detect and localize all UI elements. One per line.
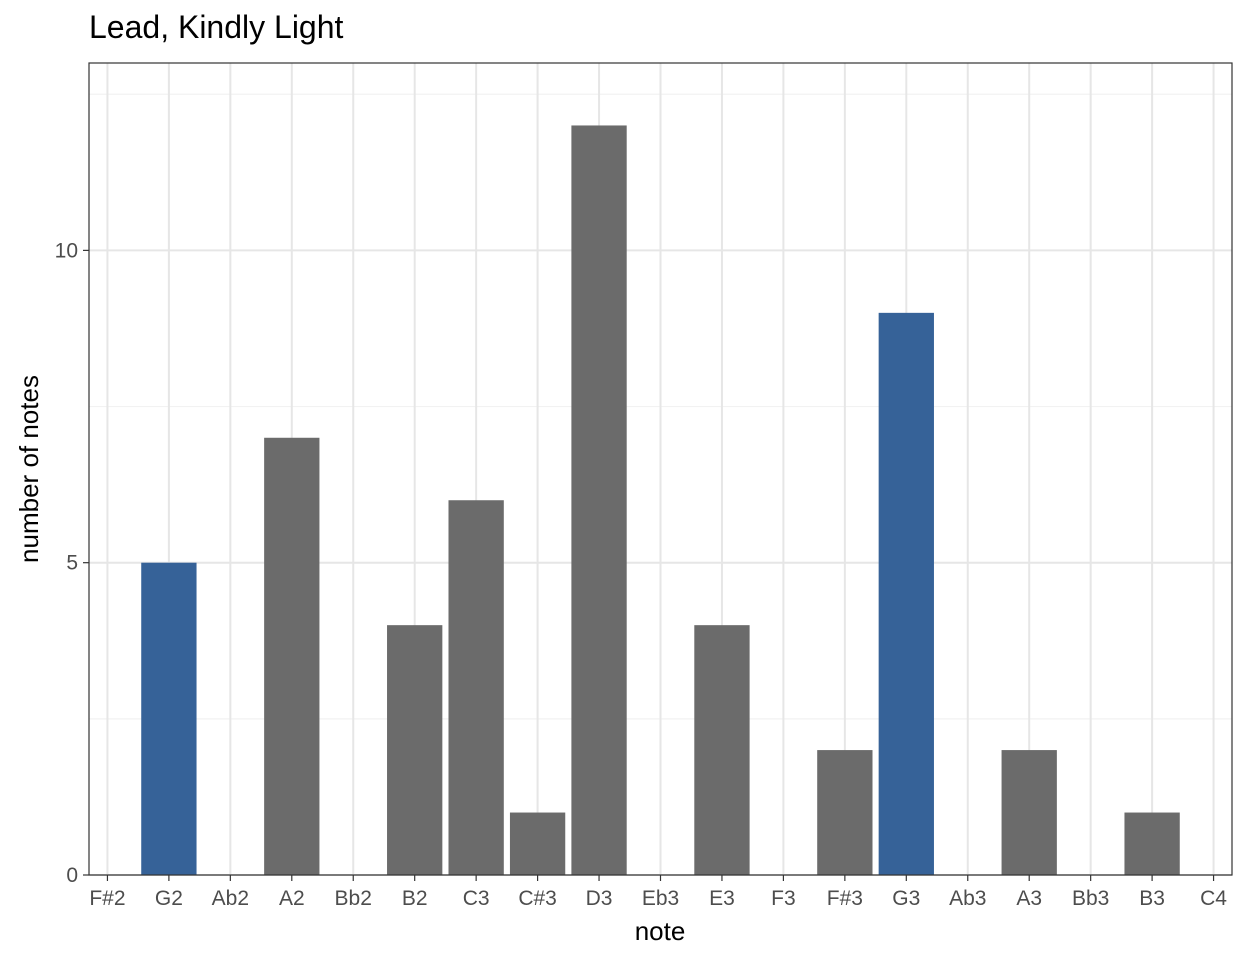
x-tick-label: G2 [155, 887, 183, 910]
y-tick-label: 5 [66, 552, 78, 575]
axis-ticks: F#2 G2 Ab2 A2 Bb2 B2 C3 C#3 D3 Eb3 E3 F3 F#3 G3 Ab3 A3 B… [55, 239, 1228, 910]
x-tick-label: G3 [892, 887, 920, 910]
bar-d3 [571, 125, 627, 875]
x-tick-label: C3 [463, 887, 490, 910]
bar-g2 [141, 562, 197, 875]
x-tick-label: F#3 [827, 887, 863, 910]
x-tick-label: F#2 [89, 887, 125, 910]
x-tick-label: C4 [1200, 887, 1227, 910]
bar-a3 [1001, 750, 1057, 875]
x-tick-label: Bb2 [335, 887, 372, 910]
bar-e3 [694, 625, 750, 875]
bar-b3 [1124, 812, 1180, 875]
x-tick-label: Bb3 [1072, 887, 1109, 910]
x-tick-label: Ab3 [949, 887, 986, 910]
y-axis-title: number of notes [14, 375, 44, 563]
x-tick-label: F3 [771, 887, 796, 910]
x-tick-label: A3 [1016, 887, 1042, 910]
bar-b2 [387, 625, 443, 875]
x-tick-label: A2 [279, 887, 305, 910]
x-tick-label: B3 [1139, 887, 1165, 910]
bar-a2 [264, 437, 320, 875]
bar-c-sharp3 [509, 812, 566, 875]
x-tick-label: B2 [402, 887, 428, 910]
y-tick-label: 10 [55, 239, 78, 262]
x-tick-label: Eb3 [642, 887, 679, 910]
x-tick-label: E3 [709, 887, 735, 910]
chart-title: Lead, Kindly Light [89, 9, 344, 45]
x-axis-title: note [635, 916, 686, 946]
x-tick-label: C#3 [518, 887, 557, 910]
x-tick-label: Ab2 [212, 887, 249, 910]
bars [141, 125, 1180, 875]
bar-f-sharp3 [817, 750, 873, 875]
grid-lines [89, 63, 1232, 876]
bar-g3 [878, 312, 934, 875]
y-tick-label: 0 [66, 864, 78, 887]
bar-c3 [448, 500, 504, 875]
x-tick-label: D3 [586, 887, 613, 910]
